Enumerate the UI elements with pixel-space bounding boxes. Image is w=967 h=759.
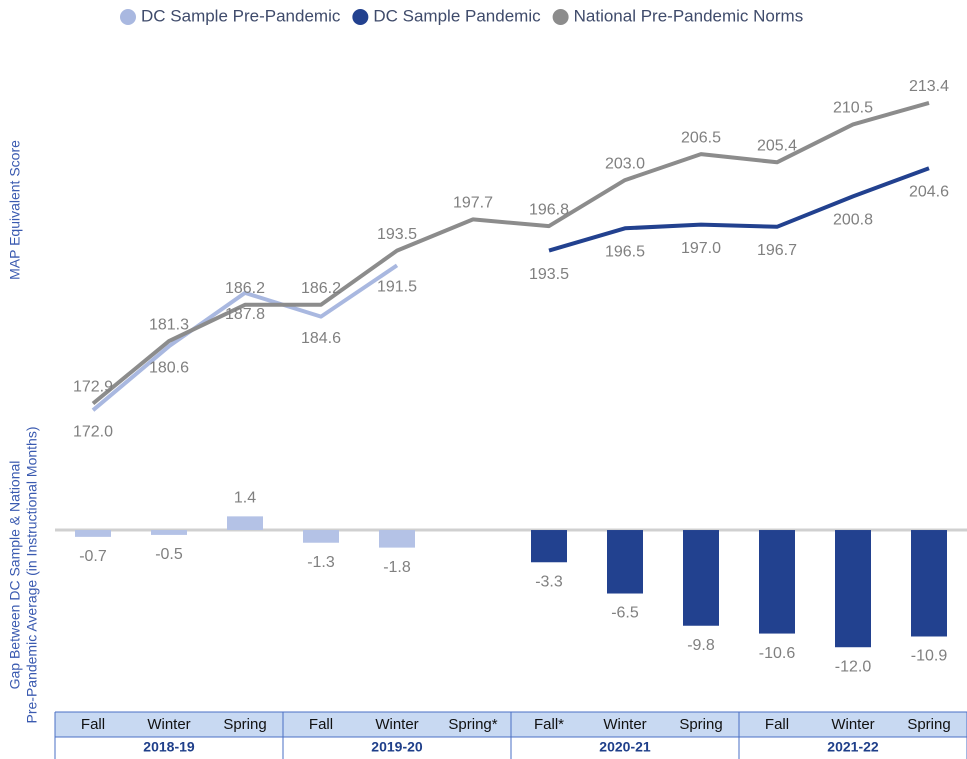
bar — [911, 530, 947, 637]
bar — [75, 530, 111, 537]
data-label: -0.5 — [155, 546, 183, 563]
data-label: -3.3 — [535, 573, 563, 590]
series-line — [548, 166, 930, 253]
data-label: 213.4 — [909, 78, 949, 95]
bar — [607, 530, 643, 594]
y-axis-label: Pre-Pandemic Average (in Instructional M… — [24, 427, 40, 724]
x-tick-label: Fall* — [534, 716, 564, 733]
legend-marker — [552, 9, 569, 25]
data-label: 196.7 — [757, 242, 797, 259]
data-label: -1.8 — [383, 559, 411, 576]
data-label: 187.8 — [225, 306, 265, 323]
x-tick-label: Spring — [907, 716, 950, 733]
x-tick-label: Fall — [765, 716, 789, 733]
series-line — [91, 263, 399, 412]
x-tick-label: Winter — [375, 716, 418, 733]
group-label: 2021-22 — [827, 739, 879, 755]
x-tick-label: Spring — [223, 716, 266, 733]
legend-label: DC Sample Pre-Pandemic — [141, 6, 341, 25]
data-label: 172.9 — [73, 379, 113, 396]
data-label: 196.5 — [605, 244, 645, 261]
data-label: 204.6 — [909, 183, 949, 200]
data-label: -9.8 — [687, 637, 715, 654]
bar — [227, 516, 263, 531]
y-axis-label: MAP Equivalent Score — [7, 140, 23, 280]
data-label: 186.2 — [301, 280, 341, 297]
legend-marker — [120, 9, 136, 25]
data-label: -6.5 — [611, 605, 639, 622]
data-label: 1.4 — [234, 490, 256, 507]
data-label: 193.5 — [377, 226, 417, 243]
data-label: -10.6 — [759, 645, 796, 662]
data-label: 193.5 — [529, 266, 569, 283]
bar — [835, 530, 871, 648]
bar — [303, 530, 339, 543]
data-label: 197.7 — [453, 195, 493, 212]
group-label: 2019-20 — [371, 739, 423, 755]
bar — [531, 530, 567, 563]
data-label: 206.5 — [681, 129, 721, 146]
data-label: 191.5 — [377, 279, 417, 296]
bar — [759, 530, 795, 634]
x-tick-label: Winter — [831, 716, 874, 733]
data-label: -1.3 — [307, 554, 335, 571]
data-label: -12.0 — [835, 658, 872, 675]
legend-label: DC Sample Pandemic — [373, 6, 541, 25]
legend-label: National Pre-Pandemic Norms — [574, 6, 804, 25]
x-tick-label: Spring — [679, 716, 722, 733]
bar — [151, 530, 187, 535]
data-label: 197.0 — [681, 240, 721, 257]
data-label: -0.7 — [79, 548, 107, 565]
series-line — [91, 100, 930, 406]
bar — [683, 530, 719, 626]
x-tick-label: Spring* — [448, 716, 497, 733]
data-label: 172.0 — [73, 423, 113, 440]
group-label: 2018-19 — [143, 739, 195, 755]
data-label: 181.3 — [149, 316, 189, 333]
data-label: 205.4 — [757, 137, 797, 154]
data-label: 180.6 — [149, 360, 189, 377]
x-tick-label: Winter — [603, 716, 646, 733]
legend-marker — [352, 9, 369, 25]
x-tick-label: Winter — [147, 716, 190, 733]
bar — [379, 530, 415, 548]
data-label: 186.2 — [225, 280, 265, 297]
data-label: 203.0 — [605, 155, 645, 172]
data-label: -10.9 — [911, 648, 948, 665]
x-tick-label: Fall — [81, 716, 105, 733]
data-label: 200.8 — [833, 212, 873, 229]
data-label: 196.8 — [529, 201, 569, 218]
data-label: 184.6 — [301, 330, 341, 347]
y-axis-label: Gap Between DC Sample & National — [7, 461, 23, 690]
group-label: 2020-21 — [599, 739, 651, 755]
data-label: 210.5 — [833, 100, 873, 117]
x-tick-label: Fall — [309, 716, 333, 733]
